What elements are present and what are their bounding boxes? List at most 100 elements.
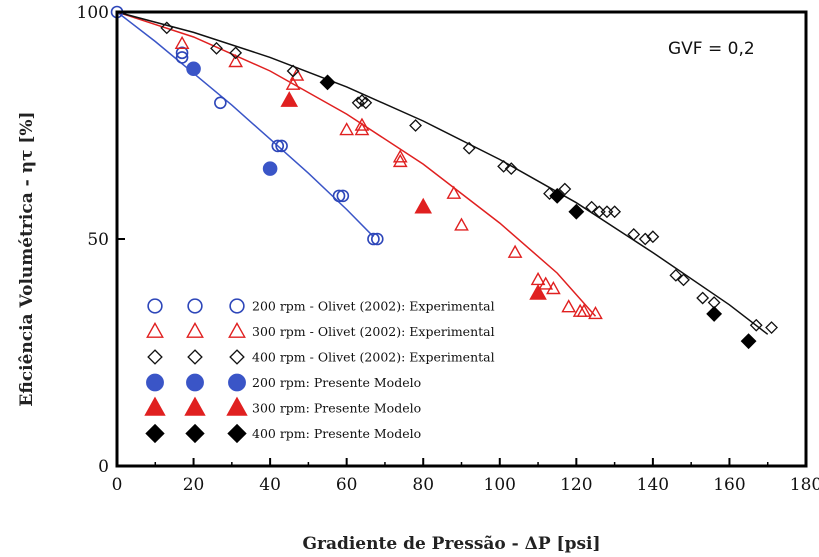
x-tick-label: 140 <box>637 475 669 495</box>
point-400-rpm-olivet-2002-experimental <box>585 200 599 214</box>
point-300-rpm-olivet-2002-experimental <box>588 305 603 320</box>
point-200-rpm-olivet-2002-experimental <box>370 232 384 246</box>
point-200-rpm-olivet-2002-experimental <box>214 96 227 110</box>
point-400-rpm-olivet-2002-experimental <box>210 41 223 55</box>
legend-glyph <box>187 298 203 314</box>
legend-glyph <box>228 321 246 338</box>
legend-glyph <box>144 396 166 416</box>
point-400-rpm-olivet-2002-experimental <box>160 21 174 35</box>
point-400-rpm-olivet-2002-experimental <box>765 321 778 334</box>
point-400-rpm-olivet-2002-experimental <box>229 46 243 60</box>
x-tick-label: 60 <box>336 475 358 495</box>
point-400-rpm-olivet-2002-experimental <box>638 232 652 246</box>
legend-glyph <box>184 396 206 416</box>
x-tick-label: 80 <box>412 475 434 495</box>
point-400-rpm-olivet-2002-experimental <box>749 318 763 332</box>
legend-glyph <box>227 423 247 444</box>
legend-entry-label: 400 rpm - Olivet (2002): Experimental <box>252 350 495 365</box>
point-400-rpm-olivet-2002-experimental <box>677 273 690 287</box>
x-tick-label: 100 <box>484 475 516 495</box>
point-200-rpm-presente-modelo <box>262 161 278 176</box>
legend-entry-label: 300 rpm: Presente Modelo <box>252 401 421 416</box>
legend-glyph <box>229 349 245 365</box>
point-200-rpm-olivet-2002-experimental <box>332 189 346 203</box>
plot-frame <box>115 10 808 468</box>
x-tick-label: 40 <box>259 475 281 495</box>
y-tick-label: 50 <box>87 230 109 250</box>
legend-entry-label: 300 rpm - Olivet (2002): Experimental <box>252 324 495 339</box>
legend-glyph <box>228 373 246 392</box>
y-tick-label: 0 <box>98 457 109 477</box>
point-400-rpm-olivet-2002-experimental <box>286 64 300 78</box>
point-200-rpm-olivet-2002-experimental <box>271 139 285 153</box>
point-400-rpm-olivet-2002-experimental <box>409 119 422 132</box>
point-300-rpm-olivet-2002-experimental <box>174 35 190 50</box>
point-300-rpm-olivet-2002-experimental <box>289 67 305 81</box>
legend-glyph <box>147 298 163 314</box>
point-400-rpm-olivet-2002-experimental <box>359 96 373 110</box>
legend-entry-label: 400 rpm: Presente Modelo <box>252 426 421 441</box>
point-400-rpm-olivet-2002-experimental <box>543 187 556 201</box>
x-tick-label: 0 <box>112 475 123 495</box>
point-200-rpm-presente-modelo <box>186 61 201 77</box>
legend-glyph <box>145 423 165 444</box>
legend-glyph <box>146 321 164 338</box>
y-axis-ticks: 0 50 100 <box>77 3 125 477</box>
legend-entry-label: 200 rpm - Olivet (2002): Experimental <box>252 299 495 314</box>
point-200-rpm-olivet-2002-experimental <box>175 46 189 60</box>
point-400-rpm-presente-modelo <box>549 187 566 204</box>
point-400-rpm-olivet-2002-experimental <box>355 94 369 107</box>
legend: 200 rpm - Olivet (2002): Experimental 300… <box>144 298 495 444</box>
point-400-rpm-presente-modelo <box>740 333 757 350</box>
point-300-rpm-olivet-2002-experimental <box>228 54 244 68</box>
legend-glyph <box>186 373 204 392</box>
point-300-rpm-olivet-2002-experimental <box>454 217 469 231</box>
x-axis-ticks: 0 20 40 60 80 100 120 140 160 180 <box>112 458 819 495</box>
point-400-rpm-presente-modelo <box>568 203 585 220</box>
point-400-rpm-olivet-2002-experimental <box>497 159 511 173</box>
point-400-rpm-olivet-2002-experimental <box>558 182 572 196</box>
point-300-rpm-olivet-2002-experimental <box>561 299 577 313</box>
legend-glyph <box>229 298 245 314</box>
point-200-rpm-olivet-2002-experimental <box>367 232 380 246</box>
fit-line-300-rpm <box>116 11 597 317</box>
point-300-rpm-olivet-2002-experimental <box>339 122 355 136</box>
point-400-rpm-olivet-2002-experimental <box>600 205 614 219</box>
point-400-rpm-olivet-2002-experimental <box>696 291 710 305</box>
point-200-rpm-olivet-2002-experimental <box>275 139 288 153</box>
legend-entry-label: 200 rpm: Presente Modelo <box>252 375 421 390</box>
y-axis-label: Eficiência Volumétrica - ητ [%] <box>17 111 37 406</box>
x-axis-label: Gradiente de Pressão - ΔP [psi] <box>302 534 600 554</box>
x-tick-label: 160 <box>713 475 745 495</box>
point-300-rpm-olivet-2002-experimental <box>446 185 462 199</box>
point-400-rpm-olivet-2002-experimental <box>669 268 683 282</box>
legend-glyph <box>186 321 204 338</box>
point-300-rpm-olivet-2002-experimental <box>392 149 408 163</box>
fit-line-200-rpm <box>116 11 375 238</box>
point-300-rpm-olivet-2002-experimental <box>576 303 592 317</box>
x-tick-label: 20 <box>183 475 205 495</box>
legend-glyph <box>146 373 164 392</box>
y-tick-label: 100 <box>77 3 109 23</box>
point-300-rpm-olivet-2002-experimental <box>392 153 408 168</box>
point-400-rpm-olivet-2002-experimental <box>462 141 476 155</box>
plot-marks <box>110 5 778 350</box>
legend-glyph <box>185 423 205 444</box>
x-tick-label: 180 <box>790 475 819 495</box>
point-300-rpm-olivet-2002-experimental <box>285 76 301 90</box>
point-400-rpm-presente-modelo <box>319 74 336 91</box>
point-400-rpm-olivet-2002-experimental <box>627 228 641 241</box>
point-300-rpm-olivet-2002-experimental <box>354 122 370 136</box>
point-400-rpm-olivet-2002-experimental <box>504 162 518 176</box>
legend-glyph <box>187 349 203 365</box>
point-300-rpm-olivet-2002-experimental <box>354 117 370 131</box>
point-300-rpm-presente-modelo <box>414 197 433 214</box>
x-tick-label: 120 <box>560 475 592 495</box>
point-300-rpm-olivet-2002-experimental <box>507 244 523 258</box>
point-300-rpm-presente-modelo <box>280 91 299 107</box>
point-400-rpm-olivet-2002-experimental <box>646 230 660 244</box>
point-300-rpm-presente-modelo <box>529 284 547 300</box>
fit-line-400-rpm <box>116 11 769 335</box>
gvf-annotation: GVF = 0,2 <box>668 39 755 59</box>
